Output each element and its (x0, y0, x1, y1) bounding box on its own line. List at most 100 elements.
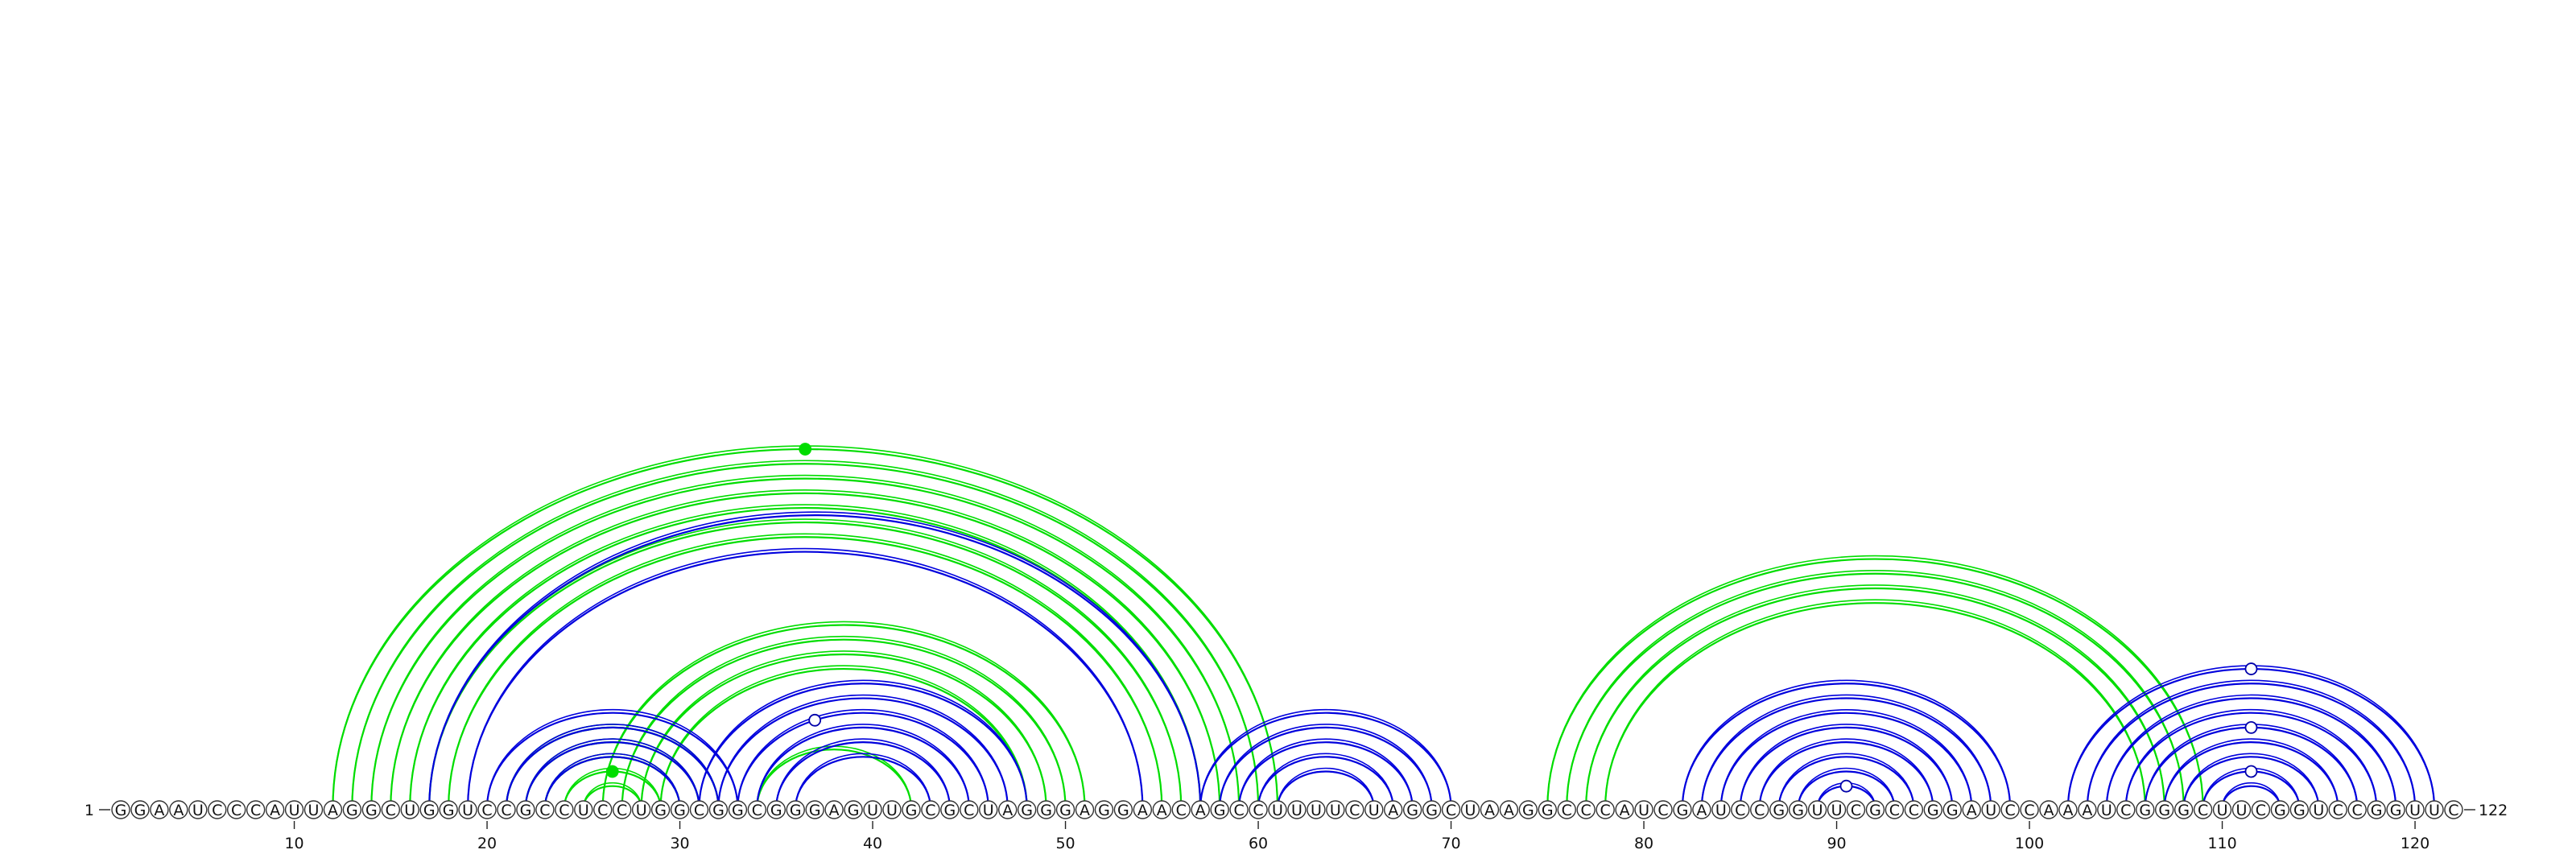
nucleotide-circle (1576, 800, 1596, 819)
blue-arc-36-43 (795, 756, 931, 809)
green-arc-14-59 (370, 477, 1241, 809)
nucleotide-letter: C (2256, 802, 2266, 819)
nucleotide-circle (979, 800, 998, 819)
blue-arc-17-57-outer (428, 511, 1201, 809)
nucleotide-circle (1113, 800, 1133, 819)
nucleotide-circle (208, 800, 227, 819)
nucleotide: C (246, 800, 266, 819)
nucleotide: C (2116, 800, 2136, 819)
blue-arc-107-116-outer (2163, 738, 2339, 809)
nucleotide-circle (1692, 800, 1711, 819)
blue-arc-36-43-outer (795, 753, 931, 809)
nucleotide-circle (747, 800, 767, 819)
nucleotide-circle (516, 800, 535, 819)
blue-arc-61-66-outer (1277, 767, 1375, 809)
nucleotide-circle (2174, 800, 2194, 819)
nucleotide: U (400, 800, 419, 819)
nucleotide: C (497, 800, 516, 819)
nucleotide-letter: G (443, 802, 455, 819)
nucleotide: A (1075, 800, 1095, 819)
nucleotide: C (2328, 800, 2347, 819)
nucleotide-circle (1711, 800, 1731, 819)
blue-arc-83-98-outer (1701, 694, 1992, 809)
nucleotide-letter: C (1657, 802, 1668, 819)
nucleotide-circle (1865, 800, 1885, 819)
nucleotide: G (1210, 800, 1229, 819)
pair-marker (2244, 662, 2258, 675)
nucleotide: C (535, 800, 555, 819)
nucleotide-letter: C (1754, 802, 1765, 819)
nucleotide-letter: G (712, 802, 724, 819)
nucleotide: C (1846, 800, 1866, 819)
sequence-end-label: 122 (2479, 802, 2508, 819)
pair-marker (808, 713, 822, 727)
nucleotide-letter: U (2313, 802, 2324, 819)
nucleotide-letter: U (1330, 802, 1341, 819)
nucleotide-letter: U (983, 802, 994, 819)
nucleotide: U (882, 800, 902, 819)
nucleotide-circle (1441, 800, 1461, 819)
nucleotide-letter: U (462, 802, 473, 819)
nucleotide-letter: C (1581, 802, 1591, 819)
nucleotide: C (2347, 800, 2367, 819)
green-arc-29-48-outer (659, 665, 1028, 809)
nucleotide: G (111, 800, 130, 819)
nucleotide-letter: U (2217, 802, 2228, 819)
nucleotide: A (2078, 800, 2097, 819)
nucleotide: G (1402, 800, 1422, 819)
blue-arc-60-67-outer (1257, 753, 1394, 809)
nucleotide-circle (342, 800, 362, 819)
green-arc-29-48 (659, 668, 1028, 809)
nucleotide: G (2386, 800, 2405, 819)
blue-arc-23-30-outer (544, 753, 681, 809)
green-arc-13-60-outer (351, 460, 1259, 809)
arcs-layer (332, 445, 2436, 809)
tick-label: 100 (2015, 835, 2044, 852)
nucleotide-letter: U (1465, 802, 1476, 819)
blue-arc-31-48 (698, 683, 1028, 809)
nucleotide: U (1268, 800, 1287, 819)
green-arc-28-49-outer (640, 650, 1047, 809)
blue-arc-22-31 (524, 740, 700, 809)
nucleotide-letter: A (2082, 802, 2092, 819)
nucleotide-circle (1538, 800, 1558, 819)
nucleotide-letter: A (154, 802, 164, 819)
nucleotide-letter: C (2352, 802, 2363, 819)
nucleotide: C (555, 800, 574, 819)
nucleotide-circle (1885, 800, 1905, 819)
green-arc-25-28-outer (583, 782, 642, 809)
nucleotide-circle (824, 800, 844, 819)
tick-label: 120 (2401, 835, 2429, 852)
nucleotide-circle (1962, 800, 1981, 819)
nucleotide: G (844, 800, 863, 819)
nucleotide: U (2405, 800, 2425, 819)
nucleotide-letter: C (597, 802, 608, 819)
nucleotide-letter: G (1426, 802, 1438, 819)
nucleotide-circle (631, 800, 651, 819)
tick-label: 60 (1249, 835, 1268, 852)
nucleotide-circle (1557, 800, 1576, 819)
green-arc-26-51 (601, 624, 1086, 809)
nucleotide-circle (2309, 800, 2329, 819)
nucleotide-letter: C (1562, 802, 1572, 819)
nucleotide: C (1596, 800, 1615, 819)
nucleotide-circle (1383, 800, 1403, 819)
nucleotide-circle (2000, 800, 2020, 819)
tick-label: 10 (284, 835, 303, 852)
nucleotide-letter: A (328, 802, 338, 819)
nucleotide-letter: U (636, 802, 647, 819)
nucleotide-circle (1210, 800, 1229, 819)
nucleotide: G (2270, 800, 2290, 819)
nucleotide: C (2444, 800, 2463, 819)
blue-arc-58-69 (1219, 726, 1433, 809)
blue-arc-59-68 (1238, 740, 1414, 809)
nucleotide: G (786, 800, 805, 819)
nucleotide-letter: G (346, 802, 358, 819)
nucleotide: G (2136, 800, 2155, 819)
nucleotide-letter: C (539, 802, 550, 819)
nucleotide: U (1807, 800, 1827, 819)
pair-marker (605, 765, 619, 778)
nucleotide-letter: C (1735, 802, 1745, 819)
nucleotide: G (516, 800, 535, 819)
nucleotide-circle (728, 800, 748, 819)
